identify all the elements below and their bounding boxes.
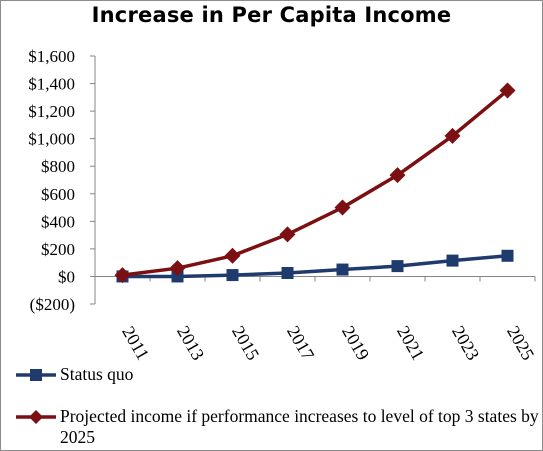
y-tick-label: $800 [41,157,75,176]
y-tick-label: $1,200 [28,102,75,121]
legend-label-projected-income: Projected income if performance increase… [60,406,539,447]
y-tick-label: $1,400 [28,75,75,94]
series-line [122,89,509,277]
y-tick-label: $1,600 [28,47,75,66]
y-tick-label: $1,000 [28,130,75,149]
series-line [122,254,508,279]
data-point [446,254,459,267]
legend-label-status-quo: Status quo [60,364,134,384]
axes [90,55,536,305]
legend: Status quo Projected income if performan… [14,364,539,448]
y-tick-label: ($200) [30,295,75,314]
legend-swatch-projected-income [16,410,56,424]
data-point [114,267,131,284]
x-tick-label: 2013 [173,322,208,363]
y-tick-label: $600 [41,185,75,204]
y-tick-label: $200 [41,240,75,259]
data-point [501,249,514,262]
data-point [336,263,349,276]
series-1 [114,82,516,284]
legend-item-projected-income: Projected income if performance increase… [14,406,539,448]
data-point [171,270,184,283]
x-tick-label: 2019 [338,322,373,363]
x-tick-label: 2023 [448,322,483,363]
x-tick-labels: 2011 2013 2015 2017 2019 2021 2023 2025 [118,322,538,363]
x-tick-label: 2021 [393,322,428,363]
data-point [169,260,186,277]
data-point [391,260,404,273]
legend-item-status-quo: Status quo [14,364,539,385]
data-point [226,269,239,282]
data-point [499,82,516,99]
x-tick-label: 2017 [283,322,318,363]
data-point [389,167,406,184]
data-point [279,226,296,243]
data-point [444,127,461,144]
x-tick-label: 2011 [118,323,153,364]
data-point [281,267,294,279]
x-tick-label: 2015 [228,322,263,363]
x-tick-label: 2025 [503,322,538,363]
data-point [224,247,241,264]
legend-swatch-status-quo [16,369,56,381]
y-tick-label: $400 [41,212,75,231]
chart-title: Increase in Per Capita Income [91,3,452,27]
y-tick-label: $0 [58,267,75,286]
y-tick-labels: ($200) $0 $200 $400 $600 $800 $1,000 $1,200 $1,4… [28,47,75,314]
series-layer [114,82,516,284]
data-point [334,199,351,216]
